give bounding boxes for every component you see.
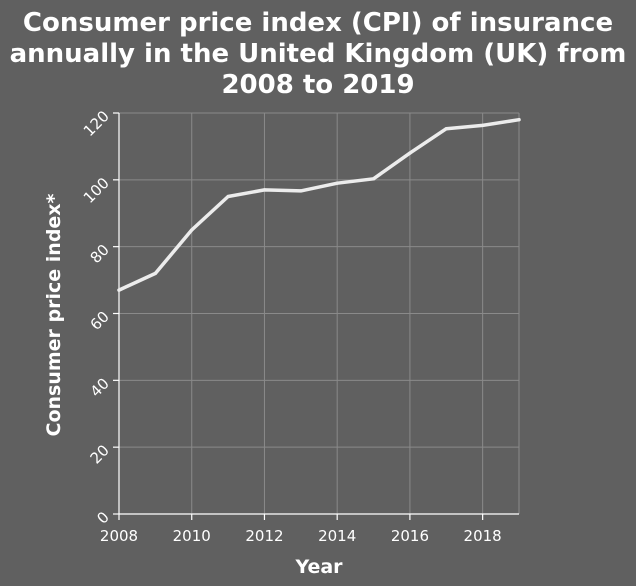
x-tick-label: 2014 — [318, 527, 356, 545]
data-point — [481, 123, 485, 127]
x-tick-label: 2010 — [173, 527, 211, 545]
tick-marks — [113, 112, 519, 520]
x-axis-label: Year — [294, 556, 343, 578]
data-point — [371, 177, 376, 181]
x-tick-label: 2016 — [391, 527, 429, 545]
y-tick-label: 120 — [80, 107, 113, 140]
y-tick-label: 0 — [93, 508, 112, 527]
data-point — [190, 228, 194, 232]
chart-title-line-1: Consumer price index (CPI) of insurance — [23, 8, 613, 38]
y-tick-label: 60 — [87, 308, 113, 334]
data-point — [299, 189, 303, 193]
data-point — [517, 118, 521, 122]
y-axis-label: Consumer price index* — [43, 193, 65, 436]
y-tick-label: 20 — [87, 441, 113, 467]
data-point — [444, 127, 448, 131]
x-tick-label: 2012 — [245, 527, 283, 545]
x-tick-label: 2018 — [464, 527, 502, 545]
y-tick-label: 80 — [87, 241, 113, 267]
data-point — [262, 188, 267, 192]
y-tick-labels: 0 20 40 60 80 100 120 — [80, 107, 113, 527]
data-point — [153, 271, 157, 275]
data-point — [408, 151, 412, 155]
chart-title-line-2: annually in the United Kingdom (UK) from — [10, 39, 627, 69]
data-point — [335, 181, 339, 185]
x-tick-label: 2008 — [100, 527, 138, 545]
chart-title: Consumer price index (CPI) of insurance … — [10, 8, 627, 100]
data-point — [117, 288, 121, 292]
chart-title-line-3: 2008 to 2019 — [221, 70, 414, 100]
series-layer — [117, 117, 521, 292]
y-tick-label: 100 — [80, 174, 113, 207]
x-tick-labels: 2008 2010 2012 2014 2016 2018 — [100, 527, 502, 545]
y-tick-label: 40 — [87, 374, 113, 400]
data-point — [226, 194, 230, 199]
gridlines — [118, 112, 520, 515]
cpi-series-line — [117, 117, 521, 292]
